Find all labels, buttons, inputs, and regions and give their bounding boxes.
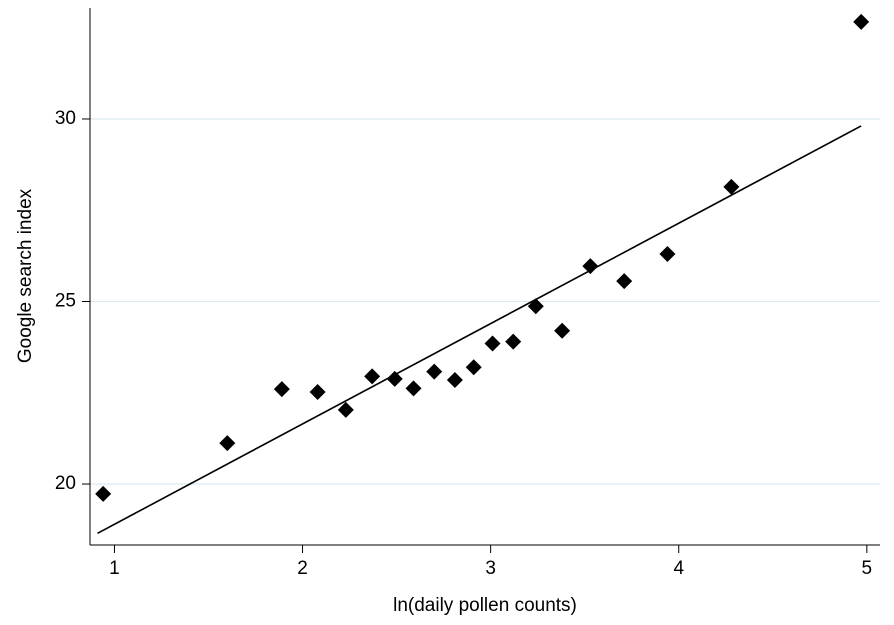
data-point: [426, 363, 443, 380]
data-point: [554, 322, 571, 339]
data-point: [723, 178, 740, 195]
y-tick-label: 20: [55, 473, 76, 494]
x-tick-label: 4: [673, 558, 684, 579]
y-tick-label: 30: [55, 108, 76, 129]
y-axis-title: Google search index: [15, 188, 36, 363]
data-point: [659, 246, 676, 263]
data-point: [446, 371, 463, 388]
data-point: [273, 381, 290, 398]
data-point: [95, 485, 112, 502]
data-point: [465, 359, 482, 376]
data-point: [527, 298, 544, 315]
data-point: [337, 401, 354, 418]
fit-line: [97, 125, 862, 535]
data-point: [582, 258, 599, 275]
x-tick-label: 1: [109, 558, 120, 579]
y-tick-label: 25: [55, 291, 76, 312]
data-point: [405, 380, 422, 397]
x-tick-label: 2: [297, 558, 308, 579]
data-point: [616, 273, 633, 290]
data-point: [484, 335, 501, 352]
data-point: [505, 333, 522, 350]
x-tick-label: 3: [485, 558, 496, 579]
data-point: [386, 370, 403, 387]
x-axis-title: ln(daily pollen counts): [393, 595, 577, 616]
data-point: [309, 384, 326, 401]
data-point: [364, 368, 381, 385]
x-tick-label: 5: [862, 558, 873, 579]
data-point: [219, 435, 236, 452]
data-point: [853, 13, 870, 30]
